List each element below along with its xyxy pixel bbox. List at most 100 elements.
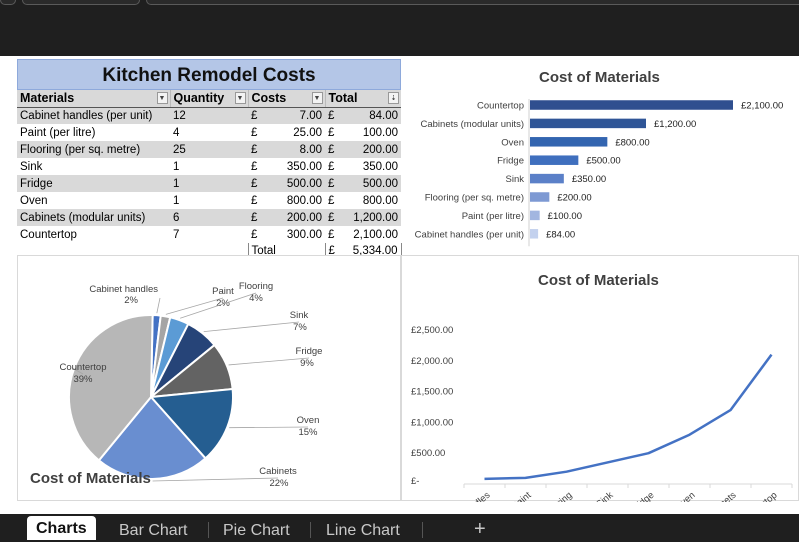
cell-qty[interactable]: 4 [173,126,180,139]
filter-dropdown-icon[interactable]: ▼ [234,92,246,104]
cell-cost[interactable]: 8.00 [260,141,326,158]
pie-chart[interactable]: Cabinet handles 2% Paint 2% Flooring 4% Sink 7%… [17,255,401,501]
table-row[interactable]: Flooring (per sq. metre) 25 £8.00 £200.00 [17,141,402,158]
cell-qty[interactable]: 1 [170,175,248,192]
bar-category-label: Sink [506,174,525,185]
cell-total[interactable]: 100.00 [362,126,399,139]
cell-material[interactable]: Cabinets (modular units) [17,209,170,226]
add-sheet-button[interactable]: + [474,518,486,540]
cell-total[interactable]: 1,200.00 [339,209,402,226]
table-row[interactable]: Cabinet handles (per unit) 12 £7.00 £84.00 [17,107,402,124]
tab-separator [208,522,209,538]
pie-slice-label: Oven [297,415,320,426]
table-row[interactable]: Countertop 7 £300.00 £2,100.00 [17,226,401,243]
header-costs[interactable]: Costs ▼ [247,90,326,108]
cell-cur2[interactable]: £ [325,175,340,192]
tab-pie-chart[interactable]: Pie Chart [223,522,290,539]
cell-cur2[interactable]: £ [328,228,335,241]
bar-data-label: £1,200.00 [654,119,696,130]
x-tick-label: Oven [673,490,697,502]
bar-category-label: Paint (per litre) [462,211,524,222]
table-row[interactable]: Fridge 1 £500.00 £500.00 [17,175,402,192]
cell-cost[interactable]: 300.00 [286,228,323,241]
table-row[interactable]: Sink 1 £350.00 £350.00 [17,158,401,175]
cell-qty[interactable]: 25 [170,141,248,158]
bar-data-label: £84.00 [546,229,575,240]
cell-cur1[interactable]: £ [251,194,258,207]
cell-cur1[interactable]: £ [251,228,258,241]
cell-cur1[interactable]: £ [248,141,260,158]
header-total[interactable]: Total ⇣ [324,90,402,108]
line-chart[interactable]: Cost of Materials £2,500.00 £2,000.00 £1,5… [401,255,799,502]
line-chart-title: Cost of Materials [538,272,659,289]
y-tick-label: £2,500.00 [411,325,453,336]
cell-qty[interactable]: 7 [173,228,180,241]
cell-qty[interactable]: 12 [170,107,248,124]
cell-qty[interactable]: 6 [170,209,248,226]
cell-cost[interactable]: 500.00 [260,175,326,192]
cell-total[interactable]: 84.00 [339,107,402,124]
bar [530,118,646,129]
formula-bar[interactable] [146,0,799,5]
cell-material[interactable]: Fridge [17,175,170,192]
pie-leader-line [180,292,257,319]
filter-dropdown-icon[interactable]: ▼ [156,92,168,104]
pie-leader-line [203,321,300,333]
cell-cur2[interactable]: £ [325,107,340,124]
cell-cur2[interactable]: £ [325,141,340,158]
bar [530,210,540,221]
cell-material[interactable]: Oven [20,194,48,207]
toolbar-button[interactable] [0,0,16,5]
table-row[interactable]: Paint (per litre) 4 £25.00 £100.00 [17,124,401,141]
cell-cur1[interactable]: £ [251,126,258,139]
bar [530,229,539,239]
bar-chart[interactable]: Cost of Materials Countertop £2,100.00 Cab… [403,59,799,247]
cell-material[interactable]: Flooring (per sq. metre) [17,141,170,158]
bar-category-label: Cabinet handles (per unit) [415,229,524,240]
cell-cur2[interactable]: £ [325,209,340,226]
cell-cur2[interactable]: £ [328,160,335,173]
cell-qty[interactable]: 1 [173,194,180,207]
cell-cost[interactable]: 800.00 [286,194,323,207]
pie-slice-percent: 39% [73,374,93,385]
table-row[interactable]: Oven 1 £800.00 £800.00 [17,192,401,209]
cost-table: Kitchen Remodel Costs Materials ▼ Quantit… [17,59,402,261]
pie-slice-label: Flooring [239,281,273,292]
cell-total[interactable]: 500.00 [339,175,402,192]
cell-qty[interactable]: 1 [173,160,180,173]
pie-chart-title: Cost of Materials [30,470,151,487]
toolbar-button[interactable] [22,0,140,5]
pie-slice-percent: 4% [249,293,263,304]
tab-line-chart[interactable]: Line Chart [326,522,400,539]
tab-bar-chart[interactable]: Bar Chart [119,522,188,539]
cell-material[interactable]: Sink [20,160,43,173]
cell-total[interactable]: 200.00 [339,141,402,158]
cell-cur2[interactable]: £ [328,126,335,139]
pie-slice-percent: 7% [293,322,307,333]
header-materials[interactable]: Materials ▼ [17,90,170,108]
bar-data-label: £2,100.00 [741,101,783,112]
cell-total[interactable]: 800.00 [362,194,399,207]
top-toolbar [0,0,799,56]
cell-total[interactable]: 2,100.00 [353,228,399,241]
cell-cur1[interactable]: £ [248,107,260,124]
x-tick-label: Cabinets [703,490,739,502]
cell-cur1[interactable]: £ [251,160,258,173]
cell-cur1[interactable]: £ [248,175,260,192]
cell-cur1[interactable]: £ [248,209,260,226]
cell-cost[interactable]: 7.00 [260,107,326,124]
cell-cost[interactable]: 200.00 [260,209,326,226]
cell-total[interactable]: 350.00 [362,160,399,173]
cell-material[interactable]: Countertop [20,228,77,241]
sort-dropdown-icon[interactable]: ⇣ [388,92,400,104]
cell-cur2[interactable]: £ [328,194,335,207]
cell-cost[interactable]: 25.00 [293,126,323,139]
bar-category-label: Fridge [497,156,524,167]
filter-dropdown-icon[interactable]: ▼ [311,92,323,104]
cell-material[interactable]: Cabinet handles (per unit) [17,107,170,124]
cell-cost[interactable]: 350.00 [286,160,323,173]
tab-charts[interactable]: Charts [27,516,96,540]
header-quantity[interactable]: Quantity ▼ [169,90,248,108]
table-row[interactable]: Cabinets (modular units) 6 £200.00 £1,200.0… [17,209,402,226]
cell-material[interactable]: Paint (per litre) [20,126,96,139]
